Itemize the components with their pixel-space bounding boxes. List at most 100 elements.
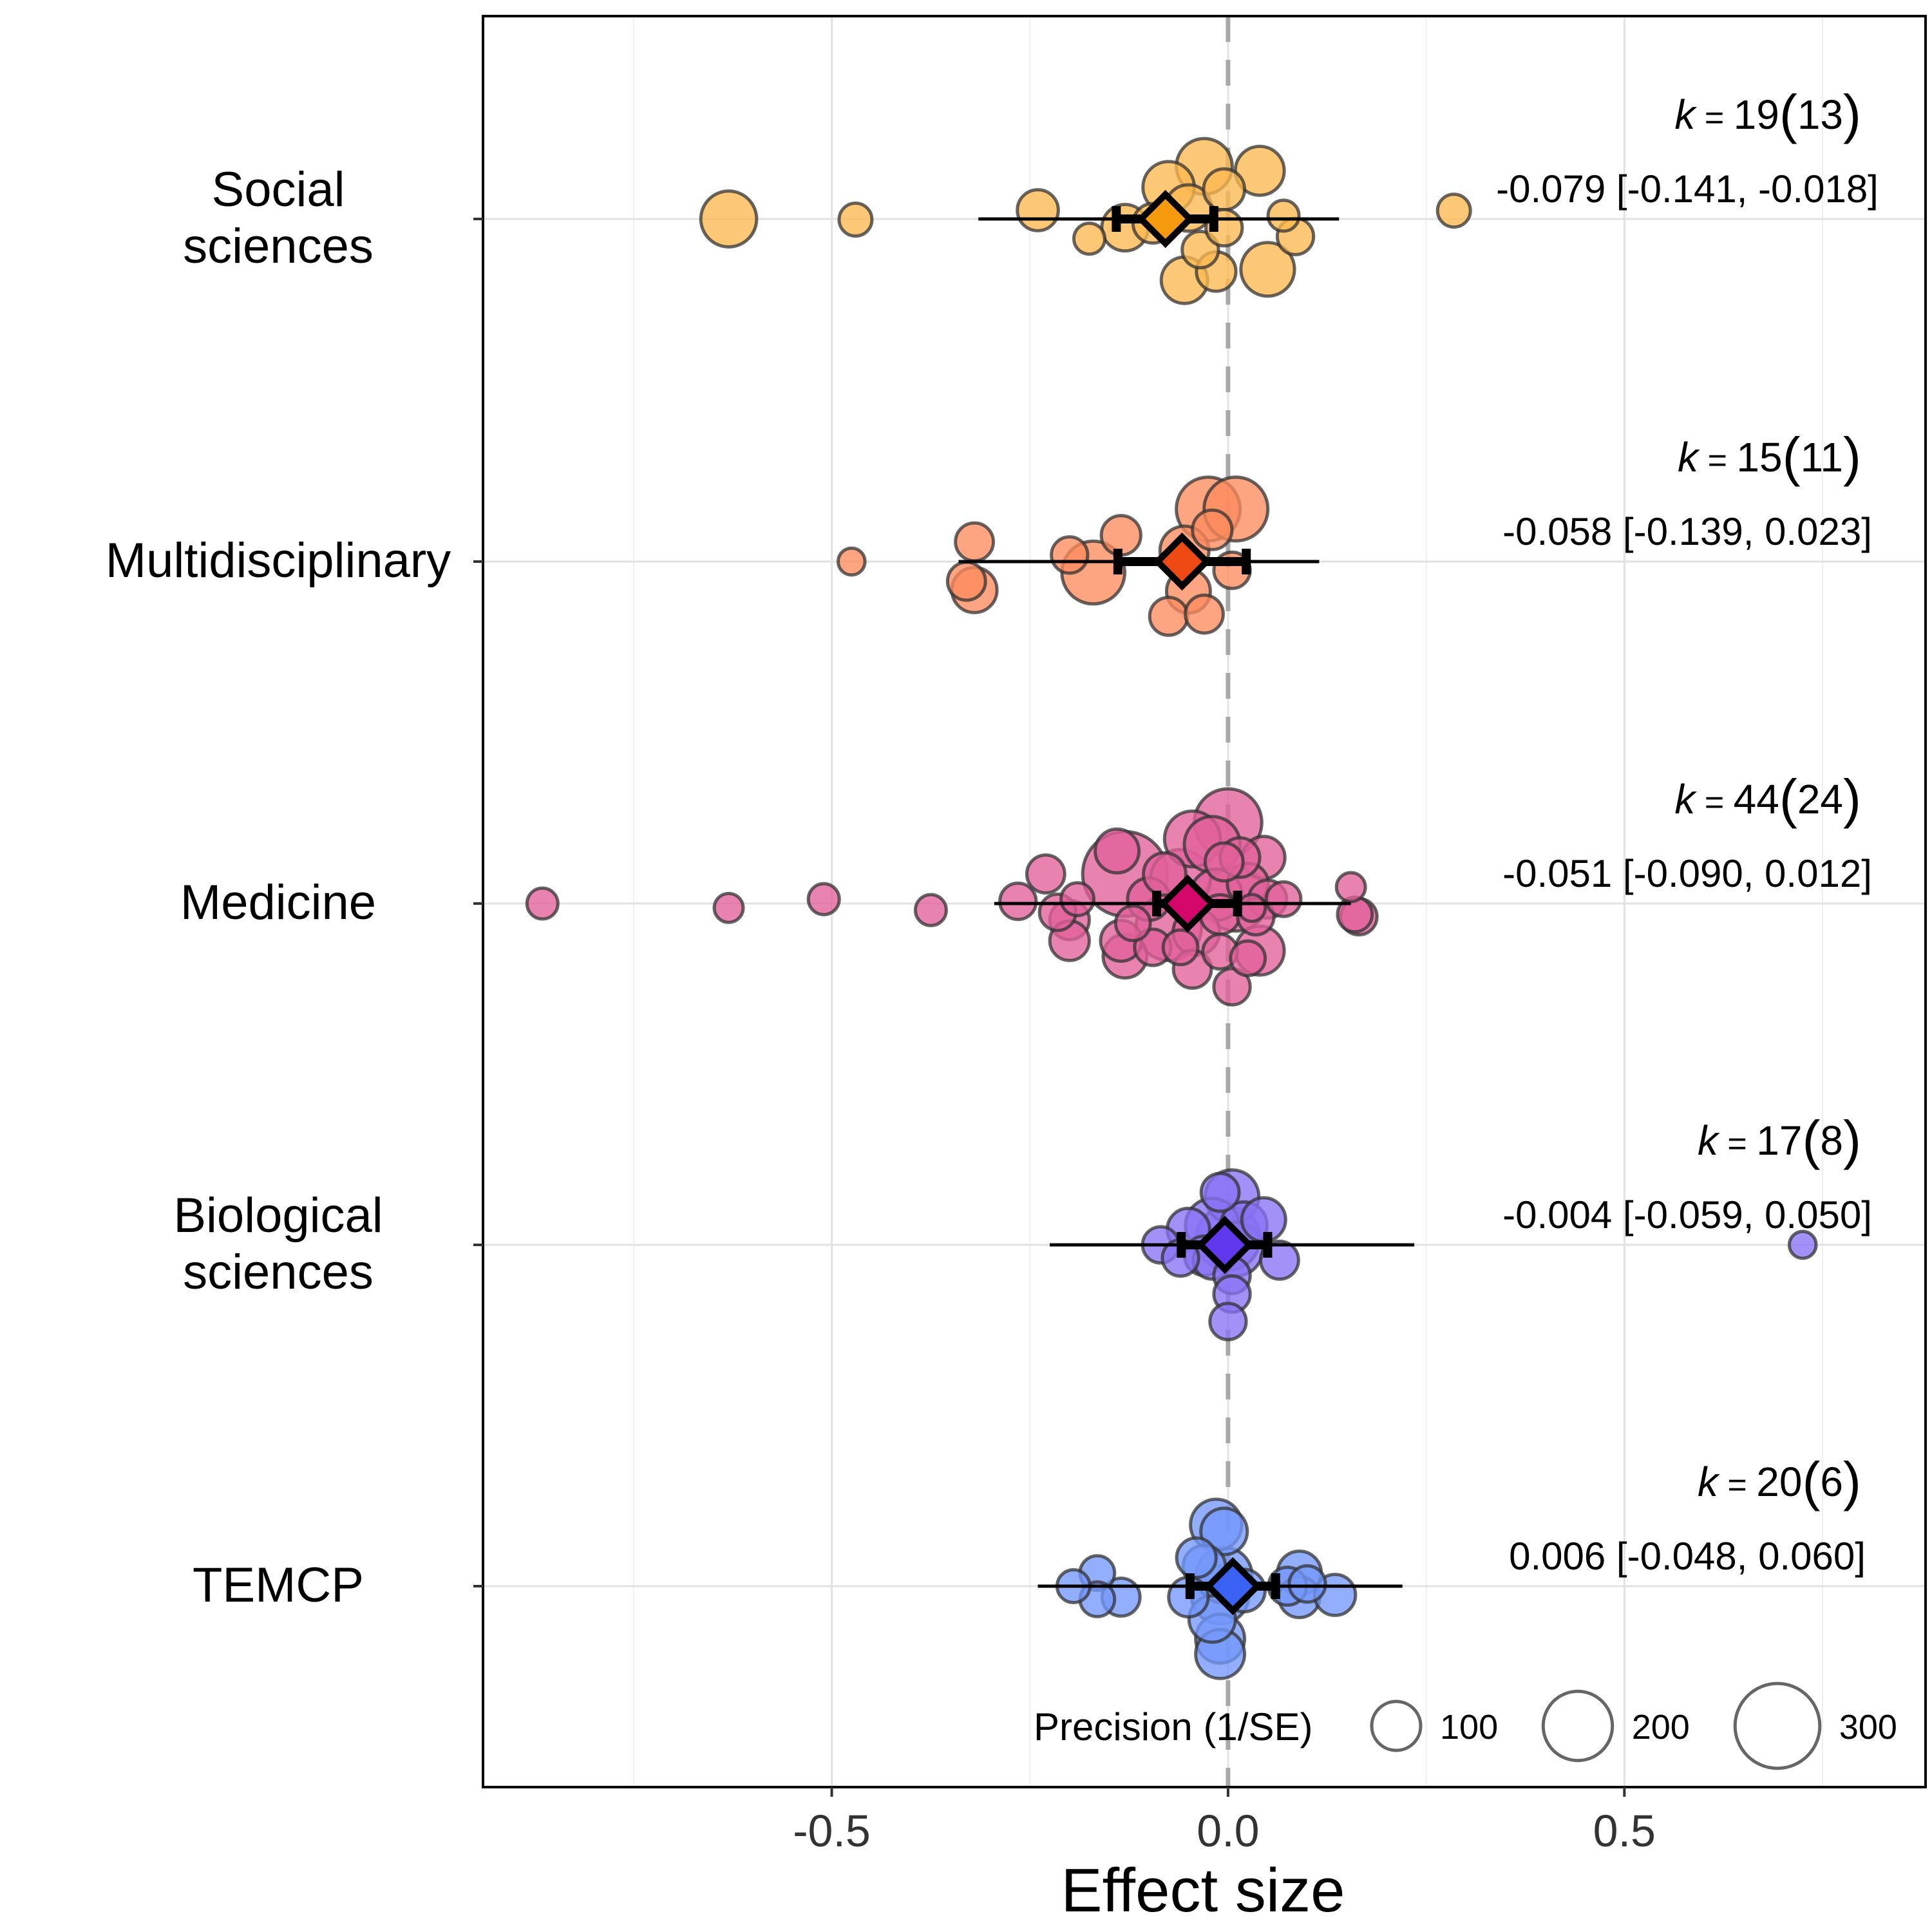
effect-point	[1059, 881, 1096, 918]
k-paren-close: )	[1843, 768, 1861, 829]
k-studies: 11	[1801, 434, 1843, 480]
k-symbol: k	[1698, 1459, 1720, 1505]
pooled-estimate-diamond	[1136, 189, 1195, 249]
y-tick-label: sciences	[183, 1245, 374, 1300]
effect-point	[837, 202, 874, 238]
k-paren-close: )	[1843, 426, 1861, 487]
effect-point	[806, 882, 841, 916]
group-social-sciences: k = 19(13) -0.079 [-0.141, -0.018]	[699, 84, 1879, 305]
effect-point	[1229, 939, 1267, 978]
effect-point	[1787, 1229, 1818, 1260]
k-paren-open: (	[1779, 768, 1797, 829]
group-temcp: k = 20(6) 0.006 [-0.048, 0.060]	[1037, 1451, 1866, 1680]
k-value: 44	[1734, 776, 1779, 822]
estimate-label: -0.058 [-0.139, 0.023]	[1502, 510, 1872, 553]
k-label: k = 17(8)	[1698, 1110, 1861, 1170]
k-label: k = 44(24)	[1674, 768, 1861, 829]
group-biological-sciences: k = 17(8) -0.004 [-0.059, 0.050]	[1050, 1110, 1872, 1341]
effect-point	[1161, 928, 1200, 967]
group-multidisciplinary: k = 15(11) -0.058 [-0.139, 0.023]	[836, 426, 1872, 637]
effect-point	[954, 521, 996, 563]
panel-border	[482, 15, 1927, 1788]
y-tick-label: Social	[212, 162, 345, 217]
legend-key-label: 100	[1440, 1708, 1498, 1747]
pooled-estimate-diamond	[1204, 1557, 1262, 1616]
x-tick-label: 0.5	[1593, 1806, 1656, 1856]
k-symbol: k	[1674, 776, 1697, 822]
y-tick-label: sciences	[183, 219, 374, 274]
group-layers: k = 19(13)-0.079 [-0.141, -0.018]k = 15(…	[525, 84, 1879, 1680]
plot-panel: k = 19(13)-0.079 [-0.141, -0.018]k = 15(…	[482, 15, 1927, 1788]
pooled-estimate-diamond	[1195, 1215, 1255, 1274]
legend-key-circle	[1370, 1700, 1423, 1752]
effect-point	[1094, 827, 1141, 875]
k-paren-open: (	[1783, 426, 1801, 487]
x-tick-label: -0.5	[793, 1806, 871, 1856]
effect-point	[525, 886, 560, 921]
estimate-label: -0.004 [-0.059, 0.050]	[1502, 1193, 1872, 1236]
k-paren-open: (	[1779, 84, 1797, 144]
effect-point	[998, 881, 1038, 922]
pooled-estimate-diamond	[1153, 532, 1211, 591]
x-tick-label: 0.0	[1197, 1806, 1259, 1856]
estimate-label: 0.006 [-0.048, 0.060]	[1509, 1535, 1866, 1578]
k-label: k = 20(6)	[1698, 1451, 1861, 1511]
y-tick-label: TEMCP	[193, 1558, 364, 1613]
k-equals: =	[1718, 1466, 1756, 1504]
effect-point	[1199, 1506, 1249, 1557]
k-paren-open: (	[1802, 1110, 1820, 1170]
effect-point	[1025, 853, 1066, 895]
k-value: 15	[1736, 434, 1782, 480]
precision-legend: Precision (1/SE) 100 200 300	[1034, 1681, 1897, 1770]
legend-key-label: 300	[1839, 1708, 1897, 1747]
k-equals: =	[1695, 784, 1733, 821]
x-axis: -0.5 0.0 0.5	[793, 1787, 1656, 1856]
k-paren-open: (	[1802, 1451, 1820, 1511]
y-tick-label: Medicine	[180, 875, 376, 930]
effect-point	[1191, 508, 1234, 551]
y-tick-label: Biological	[173, 1188, 383, 1243]
k-studies: 13	[1797, 91, 1843, 138]
k-equals: =	[1698, 442, 1736, 479]
effect-point	[1184, 593, 1225, 635]
effect-point	[1264, 880, 1303, 918]
k-studies: 6	[1820, 1459, 1843, 1505]
k-paren-close: )	[1843, 1110, 1861, 1170]
legend-title: Precision (1/SE)	[1034, 1705, 1312, 1748]
estimate-label: -0.051 [-0.090, 0.012]	[1502, 852, 1872, 895]
effect-point	[712, 891, 745, 924]
effect-point	[1050, 535, 1090, 575]
k-symbol: k	[1698, 1117, 1720, 1164]
k-label: k = 15(11)	[1678, 426, 1861, 487]
effect-point	[1266, 198, 1301, 233]
effect-point	[1287, 1564, 1327, 1604]
k-value: 17	[1756, 1117, 1802, 1164]
k-value: 19	[1734, 91, 1779, 138]
k-value: 20	[1756, 1459, 1802, 1505]
effect-point	[1208, 1302, 1248, 1341]
effect-point	[1113, 904, 1152, 942]
effect-point	[1334, 871, 1367, 904]
y-axis: SocialsciencesMultidisciplinaryMedicineB…	[106, 162, 483, 1613]
effect-point	[1236, 893, 1267, 923]
effect-point	[1175, 1536, 1218, 1579]
y-tick-label: Multidisciplinary	[106, 533, 451, 588]
k-paren-close: )	[1843, 84, 1861, 144]
group-medicine: k = 44(24) -0.051 [-0.090, 0.012]	[525, 768, 1872, 1007]
k-equals: =	[1718, 1125, 1756, 1162]
k-equals: =	[1695, 99, 1733, 137]
effect-point	[1435, 193, 1472, 229]
effect-point	[945, 560, 987, 602]
k-studies: 8	[1820, 1117, 1843, 1164]
k-symbol: k	[1674, 91, 1697, 138]
effect-point	[1142, 851, 1188, 897]
effect-point	[1072, 222, 1107, 256]
effect-point	[1202, 167, 1247, 212]
estimate-label: -0.079 [-0.141, -0.018]	[1496, 167, 1879, 211]
pooled-estimate-diamond	[1159, 874, 1217, 933]
x-axis-label: Effect size	[1061, 1856, 1345, 1925]
effect-point	[1148, 596, 1189, 637]
effect-point	[913, 893, 948, 927]
legend-key-label: 200	[1632, 1708, 1690, 1747]
